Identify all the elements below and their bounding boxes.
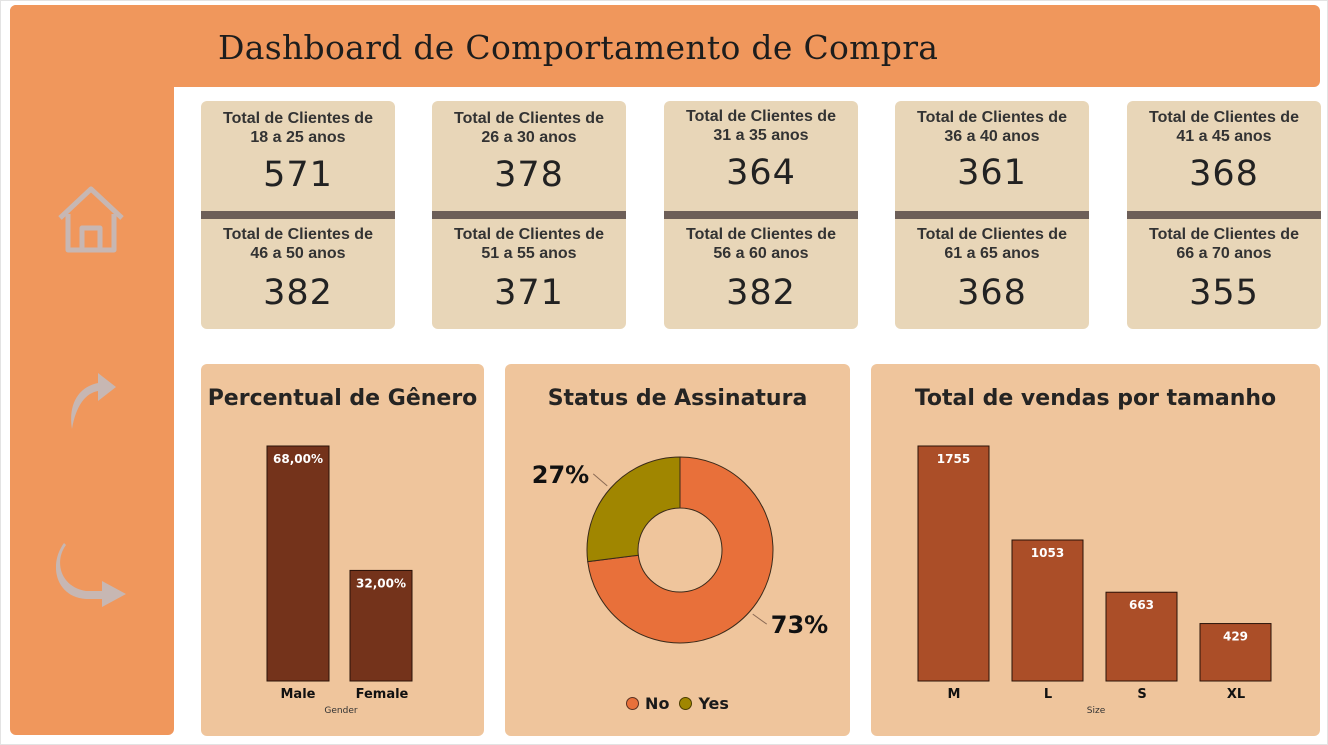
kpi-value: 378	[494, 155, 564, 195]
kpi-group-5: Total de Clientes de 41 a 45 anos 368 To…	[1127, 101, 1321, 329]
chart-title: Total de vendas por tamanho	[914, 386, 1277, 411]
legend-label-no: No	[645, 694, 670, 713]
x-tick-label: M	[947, 687, 961, 702]
kpi-separator	[1127, 211, 1321, 219]
x-tick-label: Male	[280, 687, 316, 702]
kpi-label: Total de Clientes de 41 a 45 anos	[1149, 109, 1299, 145]
gender-bar-chart: 68,00% 32,00%	[266, 445, 413, 682]
data-label: 68,00%	[273, 452, 323, 466]
gender-chart-panel: Percentual de Gênero 68,00% 32,00% Male F…	[201, 364, 484, 736]
kpi-value: 355	[1189, 273, 1259, 313]
kpi-group-4: Total de Clientes de 36 a 40 anos 361 To…	[895, 101, 1089, 329]
x-tick-label: XL	[1226, 687, 1246, 702]
subscription-donut-chart: 73% 27%	[532, 456, 828, 644]
kpi-card: Total de Clientes de 18 a 25 anos 571	[201, 101, 395, 213]
kpi-separator	[432, 211, 626, 219]
kpi-group-3: Total de Clientes de 31 a 35 anos 364 To…	[664, 101, 858, 329]
data-label: 663	[1129, 598, 1154, 612]
forward-arrow-icon	[71, 373, 116, 429]
home-button[interactable]	[55, 183, 127, 255]
size-chart-panel: Total de vendas por tamanho 1755 1053 663 4…	[871, 364, 1320, 736]
kpi-label: Total de Clientes de 31 a 35 anos	[686, 108, 836, 144]
chart-title: Status de Assinatura	[547, 386, 808, 411]
x-axis-title: Size	[1086, 706, 1106, 716]
kpi-value: 382	[726, 273, 796, 313]
x-tick-label: Female	[355, 687, 409, 702]
chart-title: Percentual de Gênero	[207, 386, 478, 411]
kpi-card: Total de Clientes de 51 a 55 anos 371	[432, 219, 626, 329]
donut-slice-yes[interactable]	[586, 456, 681, 563]
kpi-label: Total de Clientes de 46 a 50 anos	[223, 226, 373, 262]
subscription-chart-panel: Status de Assinatura 73% 27% No Yes	[505, 364, 850, 736]
donut-slice-no[interactable]	[587, 456, 774, 644]
bar-S[interactable]	[1105, 591, 1178, 682]
data-label: 32,00%	[356, 576, 406, 590]
kpi-label: Total de Clientes de 56 a 60 anos	[686, 226, 836, 262]
data-label: 73%	[771, 611, 828, 639]
kpi-label: Total de Clientes de 36 a 40 anos	[917, 109, 1067, 145]
home-icon	[58, 186, 124, 253]
kpi-value: 371	[494, 273, 564, 313]
kpi-card: Total de Clientes de 31 a 35 anos 364	[664, 101, 858, 213]
data-label: 429	[1223, 630, 1248, 644]
kpi-separator	[201, 211, 395, 219]
kpi-label: Total de Clientes de 51 a 55 anos	[454, 226, 604, 262]
legend-marker-yes	[679, 697, 693, 710]
kpi-separator	[895, 211, 1089, 219]
kpi-card: Total de Clientes de 66 a 70 anos 355	[1127, 219, 1321, 329]
kpi-separator	[664, 211, 858, 219]
x-tick-label: S	[1137, 687, 1147, 702]
kpi-value: 361	[957, 153, 1027, 193]
kpi-value: 382	[263, 273, 333, 313]
data-label: 27%	[532, 461, 589, 489]
legend-marker-no	[626, 697, 640, 710]
size-bar-chart: 1755 1053 663 429	[917, 445, 1272, 682]
leader-line	[592, 473, 608, 487]
kpi-value: 368	[1189, 154, 1259, 194]
back-arrow-icon	[56, 543, 126, 607]
x-tick-label: L	[1043, 687, 1053, 702]
sidebar	[10, 5, 174, 735]
kpi-label: Total de Clientes de 26 a 30 anos	[454, 110, 604, 146]
header-bar	[10, 5, 1320, 87]
chart-legend: No Yes	[505, 694, 850, 713]
forward-button[interactable]	[62, 360, 122, 432]
bar-XL[interactable]	[1199, 623, 1272, 682]
kpi-value: 364	[726, 153, 796, 193]
legend-label-yes: Yes	[698, 694, 729, 713]
leader-line	[752, 613, 768, 625]
kpi-card: Total de Clientes de 41 a 45 anos 368	[1127, 101, 1321, 213]
bar-Male[interactable]	[266, 445, 330, 682]
bar-Female[interactable]	[349, 569, 413, 682]
kpi-group-2: Total de Clientes de 26 a 30 anos 378 To…	[432, 101, 626, 329]
kpi-label: Total de Clientes de 66 a 70 anos	[1149, 226, 1299, 262]
kpi-card: Total de Clientes de 61 a 65 anos 368	[895, 219, 1089, 329]
page-title: Dashboard de Comportamento de Compra	[218, 28, 939, 67]
data-label: 1053	[1031, 546, 1064, 560]
x-axis-title: Gender	[324, 706, 358, 716]
kpi-card: Total de Clientes de 36 a 40 anos 361	[895, 101, 1089, 213]
bar-L[interactable]	[1011, 539, 1084, 682]
kpi-group-1: Total de Clientes de 18 a 25 anos 571 To…	[201, 101, 395, 329]
data-label: 1755	[937, 452, 970, 466]
kpi-card: Total de Clientes de 56 a 60 anos 382	[664, 219, 858, 329]
kpi-value: 368	[957, 273, 1027, 313]
kpi-card: Total de Clientes de 46 a 50 anos 382	[201, 219, 395, 329]
kpi-card: Total de Clientes de 26 a 30 anos 378	[432, 101, 626, 213]
kpi-label: Total de Clientes de 61 a 65 anos	[917, 226, 1067, 262]
back-button[interactable]	[55, 540, 129, 608]
bar-M[interactable]	[917, 445, 990, 682]
kpi-label: Total de Clientes de 18 a 25 anos	[223, 110, 373, 146]
kpi-value: 571	[263, 155, 333, 195]
